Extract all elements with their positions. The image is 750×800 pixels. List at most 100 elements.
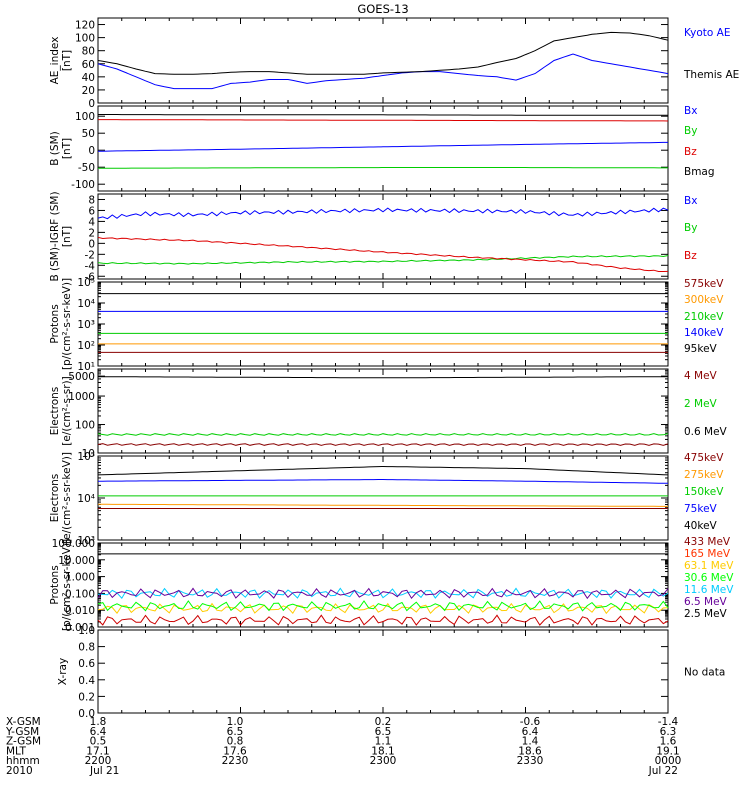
y-tick-label-bigrf: -4 (85, 260, 96, 272)
y-tick-label-ae: 20 (82, 85, 95, 97)
legend-protons-kev-95keV: 95keV (684, 343, 718, 355)
legend-protons-kev-140keV: 140keV (684, 327, 724, 339)
ephemeris-row-label: Z-GSM (6, 736, 41, 748)
y-tick-label-electrons-mev: 1000 (68, 391, 95, 403)
y-tick-label-bsm: -50 (78, 162, 95, 174)
y-tick-label-bigrf: 8 (88, 194, 95, 206)
y-tick-label-electrons-mev: 100 (75, 420, 95, 432)
y-axis-label-xray: X-ray (57, 658, 69, 685)
ephemeris-value: 6.4 (90, 726, 107, 738)
ephemeris-value: 6.5 (227, 726, 244, 738)
y-tick-label-protons-kev: 10³ (77, 319, 95, 331)
series-line-electrons-mev-0.6-MeV (98, 376, 668, 379)
y-tick-label-bigrf: 2 (88, 227, 95, 239)
y-tick-label-xray: 0.2 (78, 691, 95, 703)
panel-frame-protons-mev (97, 542, 669, 628)
ephemeris-row-label: MLT (6, 745, 26, 757)
legend-ae-Kyoto-AE: Kyoto AE (684, 27, 730, 39)
ephemeris-row-label: 2010 (6, 765, 33, 777)
series-line-protons-mev-63.1-MeV (97, 602, 669, 615)
y-axis-unit-ae: [nT] (61, 50, 73, 71)
y-axis-unit-bsm: [nT] (61, 138, 73, 159)
y-tick-label-bsm: 100 (75, 111, 95, 123)
y-tick-label-bigrf: 0 (88, 238, 95, 250)
legend-electrons-kev-75keV: 75keV (684, 503, 718, 515)
ephemeris-row-label: Y-GSM (5, 726, 39, 738)
ephemeris-value: 0000 (655, 755, 682, 767)
y-axis-label-bsm: B (SM) (49, 131, 61, 165)
legend-bsm-Bz: Bz (684, 146, 697, 158)
legend-protons-mev-2.5-MeV: 2.5 MeV (684, 608, 728, 620)
y-axis-unit-bigrf: [nT] (61, 226, 73, 247)
panel-frame-electrons-kev (97, 455, 669, 541)
series-line-electrons-kev-40keV (97, 465, 669, 476)
y-tick-label-protons-kev: 10⁴ (77, 298, 95, 310)
y-axis-unit-protons-mev: [p/(cm²-s-sr-keV)] (61, 539, 73, 631)
ephemeris-value: 1.1 (375, 736, 392, 748)
series-line-protons-mev-30.6-MeV (97, 600, 669, 612)
legend-electrons-kev-475keV: 475keV (684, 452, 724, 464)
chart-title: GOES-13 (357, 2, 408, 16)
ephemeris-value: 0.5 (90, 736, 107, 748)
y-axis-unit-electrons-kev: [e/(cm²-s-sr-keV)] (61, 452, 73, 544)
legend-bsm-By: By (684, 125, 697, 137)
ephemeris-value: -0.6 (520, 716, 541, 728)
legend-ae-Themis-AE: Themis AE (683, 69, 739, 81)
y-axis-label-electrons-kev: Electrons (49, 474, 61, 523)
series-line-ae-Kyoto-AE (97, 53, 669, 90)
no-data-note: No data (684, 667, 725, 679)
series-line-bsm-By (98, 167, 668, 169)
y-tick-label-ae: 40 (82, 72, 95, 84)
ephemeris-value: 18.1 (371, 745, 394, 757)
y-tick-label-protons-kev: 10¹ (77, 361, 95, 373)
series-line-bigrf-Bz (97, 236, 669, 272)
y-tick-label-protons-kev: 10⁵ (77, 277, 95, 289)
y-tick-label-xray: 0.4 (78, 675, 95, 687)
y-tick-label-ae: 60 (82, 59, 95, 71)
y-tick-label-protons-mev: 0.001 (65, 622, 95, 634)
y-axis-label-bigrf: B (SM)-IGRF (SM) (49, 191, 61, 281)
ephemeris-row-label: hhmm (6, 755, 40, 767)
panel-frame-protons-kev (97, 281, 669, 367)
legend-protons-mev-6.5-MeV: 6.5 MeV (684, 596, 728, 608)
legend-protons-mev-11.6-MeV: 11.6 MeV (684, 584, 734, 596)
legend-protons-kev-300keV: 300keV (684, 294, 724, 306)
series-line-bsm-Bmag (98, 114, 668, 116)
panel-frame-xray (97, 629, 669, 714)
y-axis-label-electrons-mev: Electrons (49, 387, 61, 436)
ephemeris-value: Jul 22 (648, 765, 678, 777)
ephemeris-value: 2230 (222, 755, 249, 767)
panel-frame-bigrf (97, 193, 669, 280)
panel-frame-bsm (97, 105, 669, 192)
legend-electrons-mev-4-MeV: 4 MeV (684, 370, 718, 382)
ephemeris-value: 0.8 (227, 736, 244, 748)
legend-protons-mev-63.1-MeV: 63.1 MeV (684, 560, 734, 572)
series-line-bsm-Bx (98, 141, 668, 152)
legend-bsm-Bx: Bx (684, 105, 697, 117)
y-tick-label-protons-kev: 10² (77, 340, 95, 352)
series-line-electrons-kev-75keV (98, 479, 669, 484)
ephemeris-value: 2300 (370, 755, 397, 767)
legend-bsm-Bmag: Bmag (684, 166, 715, 178)
y-tick-label-xray: 0.6 (78, 658, 95, 670)
y-tick-label-electrons-mev: 5000 (68, 371, 95, 383)
y-tick-label-ae: 120 (75, 20, 95, 32)
y-tick-label-xray: 1.0 (78, 625, 95, 637)
ephemeris-value: 1.4 (522, 736, 539, 748)
legend-protons-mev-433-MeV: 433 MeV (684, 536, 731, 548)
legend-electrons-mev-2-MeV: 2 MeV (684, 398, 718, 410)
ephemeris-value: 6.4 (522, 726, 539, 738)
y-axis-label-protons-mev: Protons (49, 565, 61, 604)
y-tick-label-protons-mev: 10.000 (58, 555, 95, 567)
y-tick-label-bigrf: 4 (88, 216, 95, 228)
y-tick-label-ae: 0 (88, 98, 95, 110)
y-tick-label-bsm: 50 (82, 128, 95, 140)
y-tick-label-electrons-kev: 10⁴ (77, 493, 95, 505)
ephemeris-value: 0.2 (375, 716, 392, 728)
panel-frame-electrons-mev (97, 368, 669, 454)
series-line-electrons-mev-2-MeV (97, 433, 669, 436)
ephemeris-value: 1.6 (660, 736, 677, 748)
series-line-electrons-mev-4-MeV (97, 443, 669, 446)
